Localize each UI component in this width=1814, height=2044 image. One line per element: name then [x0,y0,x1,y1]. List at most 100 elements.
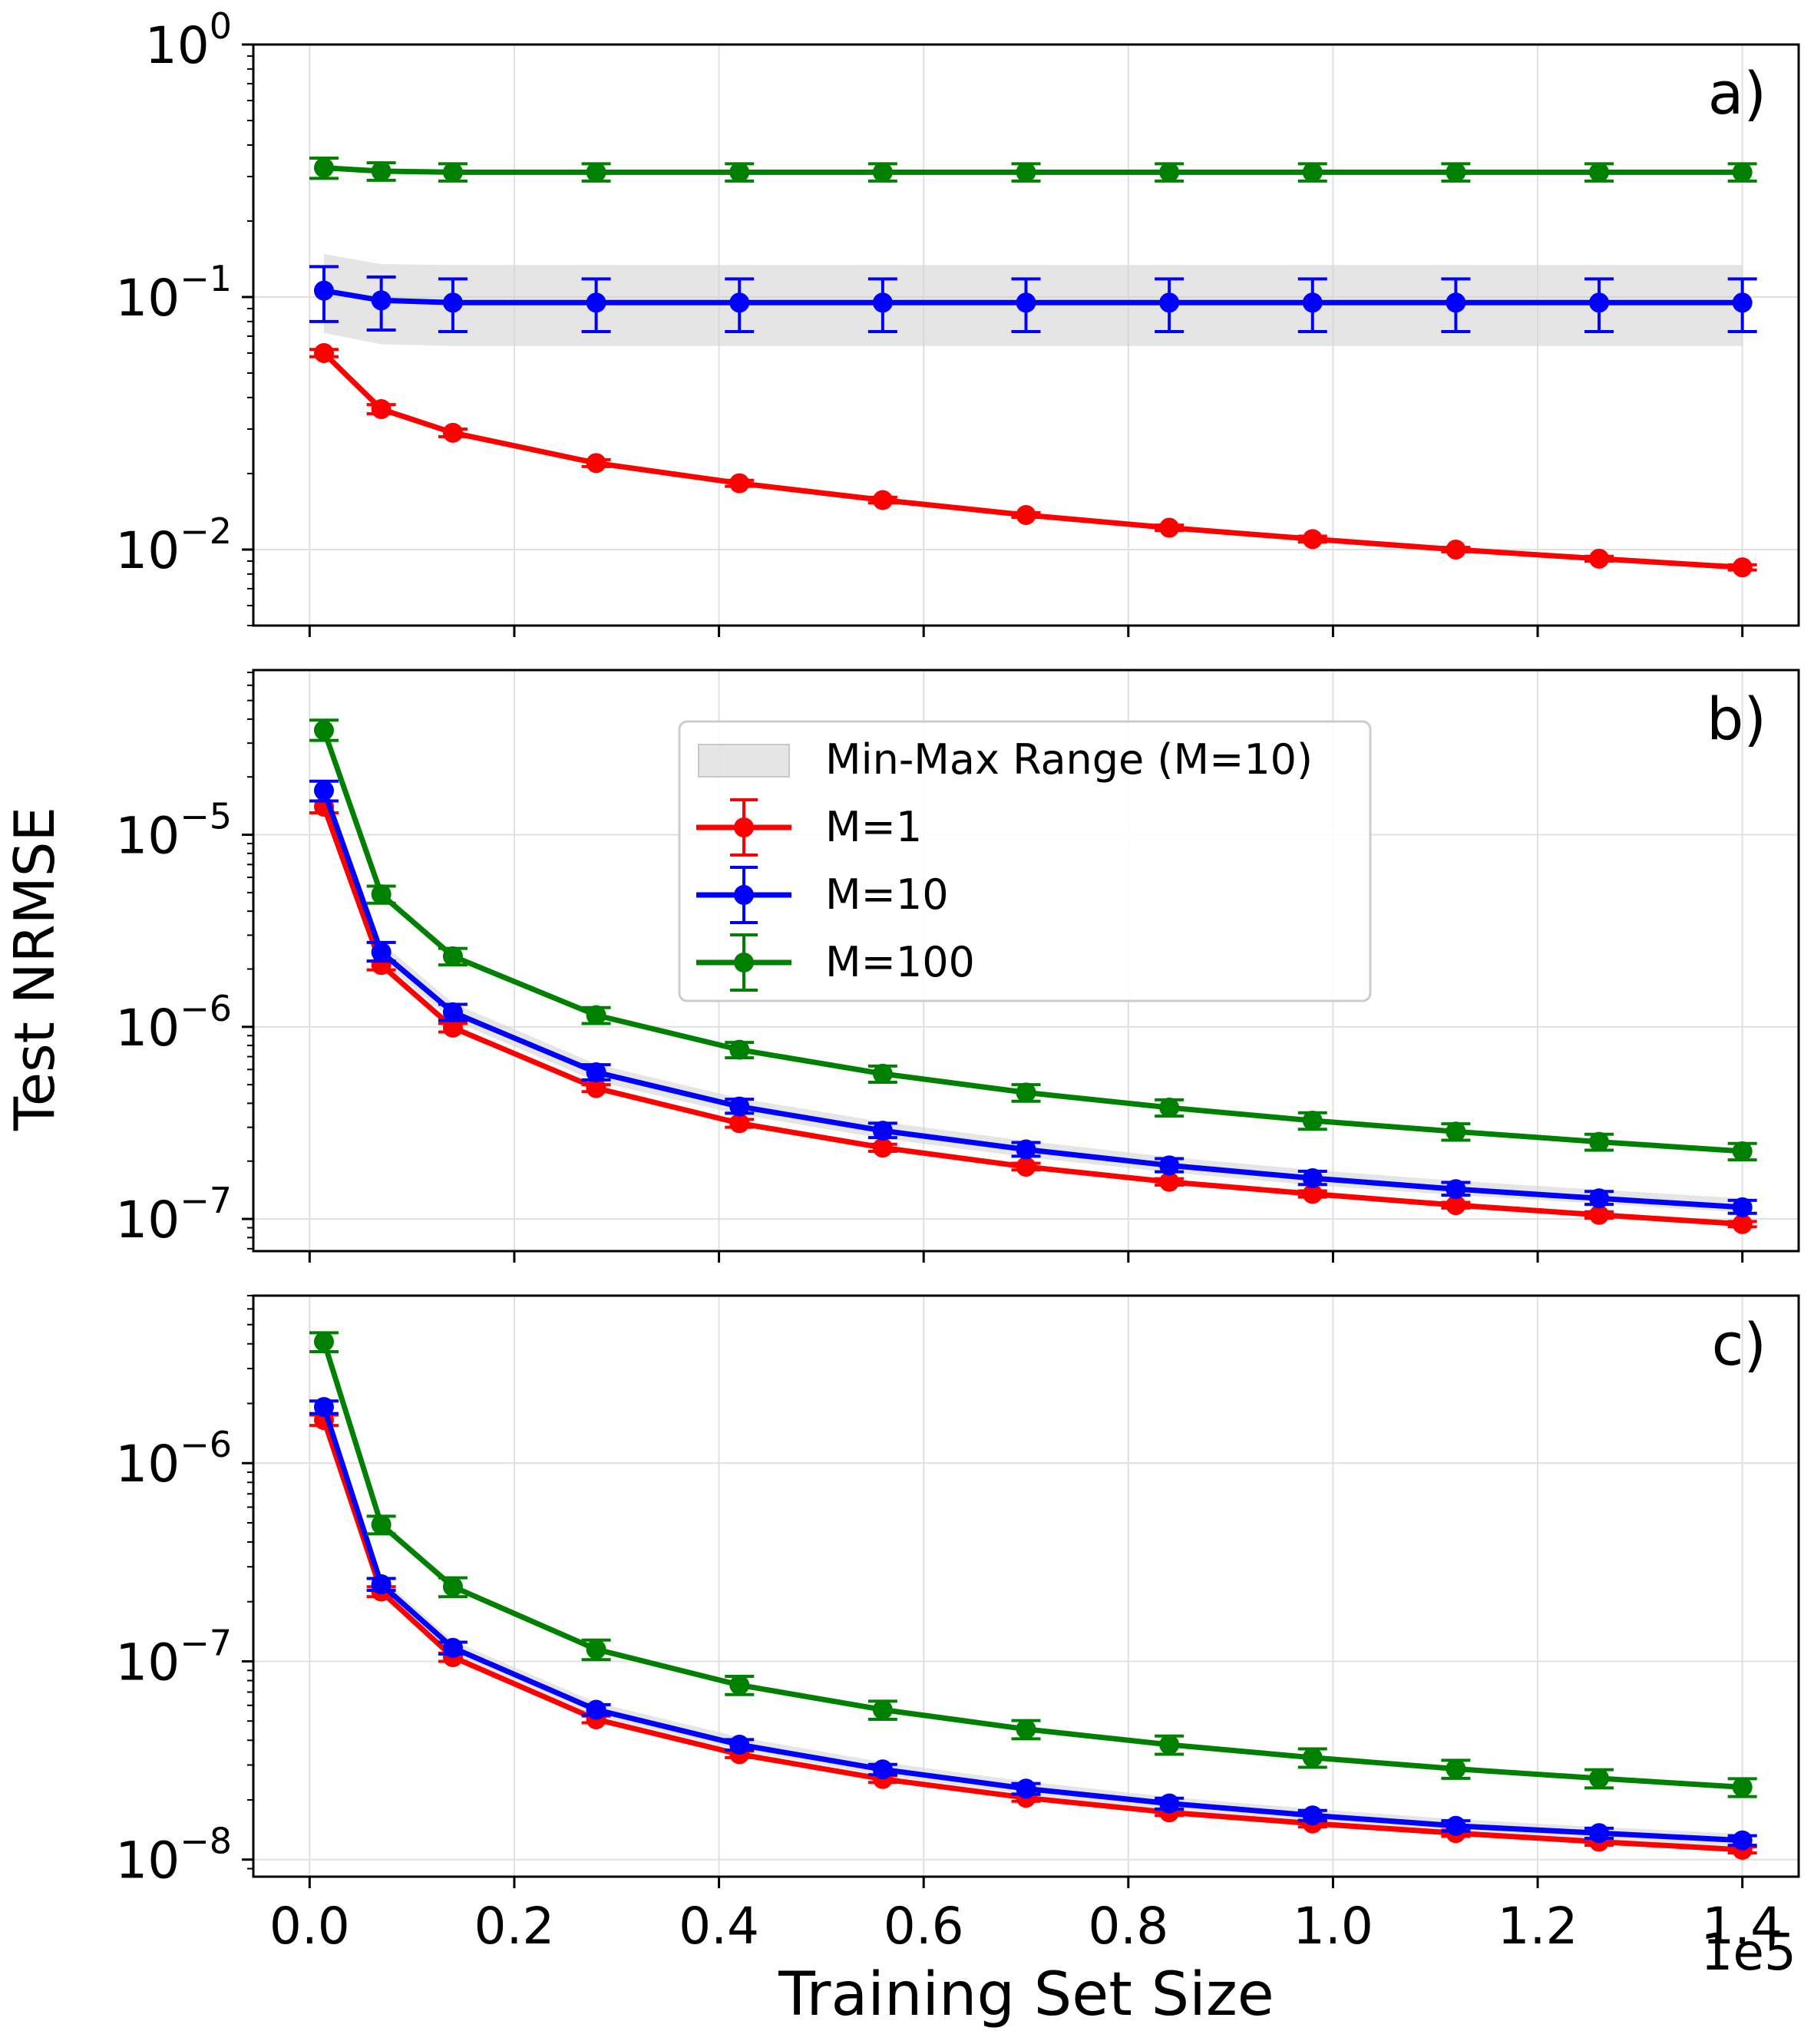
series-line [321,805,1743,1227]
data-point [1016,292,1036,313]
data-point [1732,1141,1753,1161]
data-point [1302,1110,1323,1131]
series-line [323,288,1743,305]
data-point [442,292,463,313]
panel-label: c) [1712,1310,1766,1379]
data-point [586,1062,606,1083]
y-tick-label: 10−7 [115,1622,232,1692]
data-point [371,161,392,182]
data-point [1732,1197,1753,1217]
data-point [442,1577,463,1597]
data-point [1302,1167,1323,1188]
data-point [1589,1768,1610,1788]
data-point [313,1397,334,1418]
legend-handle [696,798,791,857]
series-m100 [309,1331,1757,1798]
data-point [371,398,392,419]
data-point [371,942,392,963]
data-point [1159,1097,1180,1118]
data-point [1589,1204,1610,1225]
data-point [1446,1121,1466,1142]
data-point [1302,1805,1323,1826]
data-point [371,1573,392,1594]
legend-label: M=10 [825,870,949,919]
panel-label: b) [1707,685,1766,753]
data-point [1159,292,1180,313]
x-tick-label: 1.2 [1498,1897,1578,1956]
series-m10 [309,779,1757,1217]
axes-frame [252,669,1800,1253]
legend-frame [678,720,1372,1002]
data-point [1732,1214,1753,1234]
data-point [1016,162,1036,183]
data-point [313,1331,334,1352]
panel-c: 10−6 10−7 10−8 0.0 0.2 0.4 0.6 0.8 1.0 1.2 1.4 c) [115,1294,1800,1956]
data-point [872,162,893,183]
axes-frame [252,43,1800,627]
data-point [313,342,334,363]
y-tick-label: 10−8 [115,1821,232,1890]
data-point [442,1017,463,1038]
data-point [1589,1131,1610,1152]
data-point [1302,1747,1323,1768]
data-point [1589,1823,1610,1844]
data-point [1446,292,1466,313]
panel-label: a) [1708,59,1766,127]
axes-frame [252,1294,1800,1878]
series-line [322,351,1743,570]
series-m100 [309,156,1757,183]
series-m10 [309,1397,1757,1851]
series-m1 [309,342,1757,578]
data-point [729,1096,750,1117]
series-line [321,789,1743,1210]
x-offset-label: 1e5 [1700,1923,1796,1982]
data-point [1159,517,1180,538]
data-point [1302,292,1323,313]
data-point [1016,1719,1036,1739]
data-point [1589,292,1610,313]
data-point [729,1675,750,1696]
data-point [1159,1155,1180,1176]
data-point [729,1039,750,1060]
series-line [321,729,1743,1154]
data-point [1732,1830,1753,1851]
legend: Min-Max Range (M=10) M=1 M=10 M=100 [678,720,1372,1002]
data-point [729,473,750,494]
data-point [872,1121,893,1141]
data-point [371,884,392,905]
data-point [442,946,463,966]
data-point [586,1005,606,1025]
data-point [586,292,606,313]
data-point [1732,557,1753,578]
series-line [321,1406,1743,1844]
data-point [872,1759,893,1780]
data-point [872,1138,893,1158]
data-point [1302,529,1323,550]
y-axis-label: Test NRMSE [2,807,67,1131]
legend-label: M=1 [825,803,922,851]
x-tick-label: 1.4 [1702,1897,1783,1956]
data-point [1589,1188,1610,1209]
data-point [1446,1179,1466,1200]
data-point [1732,292,1753,313]
data-point [1446,1815,1466,1836]
y-tick-label: 10−1 [115,258,232,328]
data-point [442,1637,463,1658]
data-point [1016,1778,1036,1799]
legend-label: Min-Max Range (M=10) [825,735,1313,784]
data-point [586,162,606,183]
data-point [1732,1777,1753,1798]
data-point [1016,1082,1036,1103]
data-point [1302,1184,1323,1204]
x-tick-label: 0.4 [679,1897,759,1956]
data-point [586,453,606,474]
data-point [313,780,334,801]
y-tick-label: 10−5 [115,796,232,866]
data-point [442,162,463,183]
min-max-band [324,1399,1743,1848]
data-point [1159,1793,1180,1814]
data-point [442,1002,463,1022]
series-line [321,1418,1743,1853]
data-point [313,720,334,741]
